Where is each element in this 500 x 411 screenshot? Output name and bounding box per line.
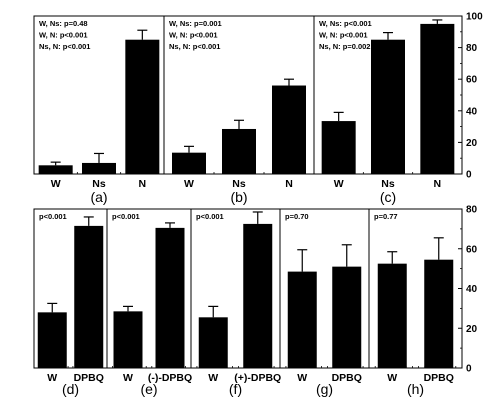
y-tick-label: 20 <box>466 138 478 149</box>
category-label: W <box>334 178 344 190</box>
p-value-annotation: W, Ns: p<0.001 <box>319 19 372 28</box>
y-tick-label: 40 <box>466 106 478 117</box>
p-value-annotation: p<0.001 <box>196 212 224 221</box>
bar <box>287 271 317 368</box>
p-value-annotation: W, N: p<0.001 <box>39 31 88 40</box>
panel-h: p=0.77 W DPBQ(h) <box>368 208 463 397</box>
bar <box>222 128 256 174</box>
p-value-annotation: W, N: p<0.001 <box>319 31 368 40</box>
panel-a: W, Ns: p=0.48 W, N: p<0.001 Ns, N: p<0.001… <box>33 15 165 205</box>
panel-e: p<0.001 W (-)-DPBQ(e) <box>106 208 192 397</box>
y-tick-label: 0 <box>466 364 472 375</box>
bar <box>321 121 356 174</box>
panel-label: (f) <box>229 381 242 397</box>
p-value-annotation: p<0.001 <box>112 212 140 221</box>
category-label: W <box>297 372 307 384</box>
p-value-annotation: Ns, N: p=0.002 <box>319 42 370 51</box>
category-label: W <box>47 372 57 384</box>
category-label: Ns <box>92 178 106 190</box>
y-tick-label: 80 <box>466 205 478 216</box>
p-value-annotation: p=0.70 <box>285 212 309 221</box>
bar <box>155 227 185 368</box>
p-value-annotation: W, Ns: p=0.48 <box>39 19 88 28</box>
panel-c: W, Ns: p<0.001 W, N: p<0.001 Ns, N: p=0.00… <box>313 15 463 205</box>
panel-b: W, Ns: p=0.001 W, N: p<0.001 Ns, N: p<0.00… <box>163 15 315 205</box>
bar <box>38 165 73 174</box>
panel-label: (e) <box>140 381 157 397</box>
bar <box>332 266 362 368</box>
p-value-annotation: W, Ns: p=0.001 <box>169 19 222 28</box>
panel-d: p<0.001 W DPBQ(d) <box>33 208 108 397</box>
category-label: Ns <box>381 178 395 190</box>
bar <box>125 39 160 175</box>
panel-label: (b) <box>230 189 247 205</box>
p-value-annotation: p<0.001 <box>39 212 67 221</box>
bar <box>37 312 67 368</box>
category-label: W <box>184 178 194 190</box>
bar <box>74 225 104 368</box>
panel-label: (h) <box>407 381 424 397</box>
panel-f: p<0.001 W (+)-DPBQ(f) <box>190 208 281 397</box>
y-tick-label: 20 <box>466 324 478 335</box>
category-label: W <box>123 372 133 384</box>
category-label: (+)-DPBQ <box>234 372 281 384</box>
bar <box>113 311 143 368</box>
bar <box>371 39 405 175</box>
category-label: W <box>387 372 397 384</box>
category-label: Ns <box>232 178 246 190</box>
bar <box>82 162 116 174</box>
category-label: DPBQ <box>74 372 104 384</box>
p-value-annotation: Ns, N: p<0.001 <box>169 42 220 51</box>
y-tick-label: 60 <box>466 75 478 86</box>
y-tick-label: 100 <box>466 12 483 23</box>
category-label: (-)-DPBQ <box>148 372 192 384</box>
y-tick-label: 80 <box>466 43 478 54</box>
category-label: DPBQ <box>424 372 454 384</box>
panel-label: (c) <box>380 189 396 205</box>
right-y-axis: 0 20 40 60 80 <box>458 205 478 375</box>
category-label: N <box>139 178 147 190</box>
p-value-annotation: W, N: p<0.001 <box>169 31 218 40</box>
y-tick-label: 60 <box>466 244 478 255</box>
bar <box>420 23 455 175</box>
category-label: W <box>51 178 61 190</box>
bar <box>272 85 306 174</box>
y-tick-label: 40 <box>466 284 478 295</box>
right-y-axis: 0 20 40 60 80 100 <box>458 12 483 181</box>
panel-g: p=0.70 W DPBQ(g) <box>279 208 370 397</box>
bar <box>172 152 206 174</box>
bar <box>377 263 407 368</box>
p-value-annotation: p=0.77 <box>374 212 398 221</box>
bar <box>424 259 454 368</box>
category-label: N <box>434 178 442 190</box>
category-label: N <box>285 178 293 190</box>
panel-label: (a) <box>90 189 107 205</box>
bar <box>198 317 228 368</box>
category-label: DPBQ <box>332 372 362 384</box>
y-tick-label: 0 <box>466 170 472 181</box>
p-value-annotation: Ns, N: p<0.001 <box>39 42 90 51</box>
bar <box>243 223 273 368</box>
panel-label: (g) <box>316 381 333 397</box>
panel-label: (d) <box>62 381 79 397</box>
category-label: W <box>208 372 218 384</box>
